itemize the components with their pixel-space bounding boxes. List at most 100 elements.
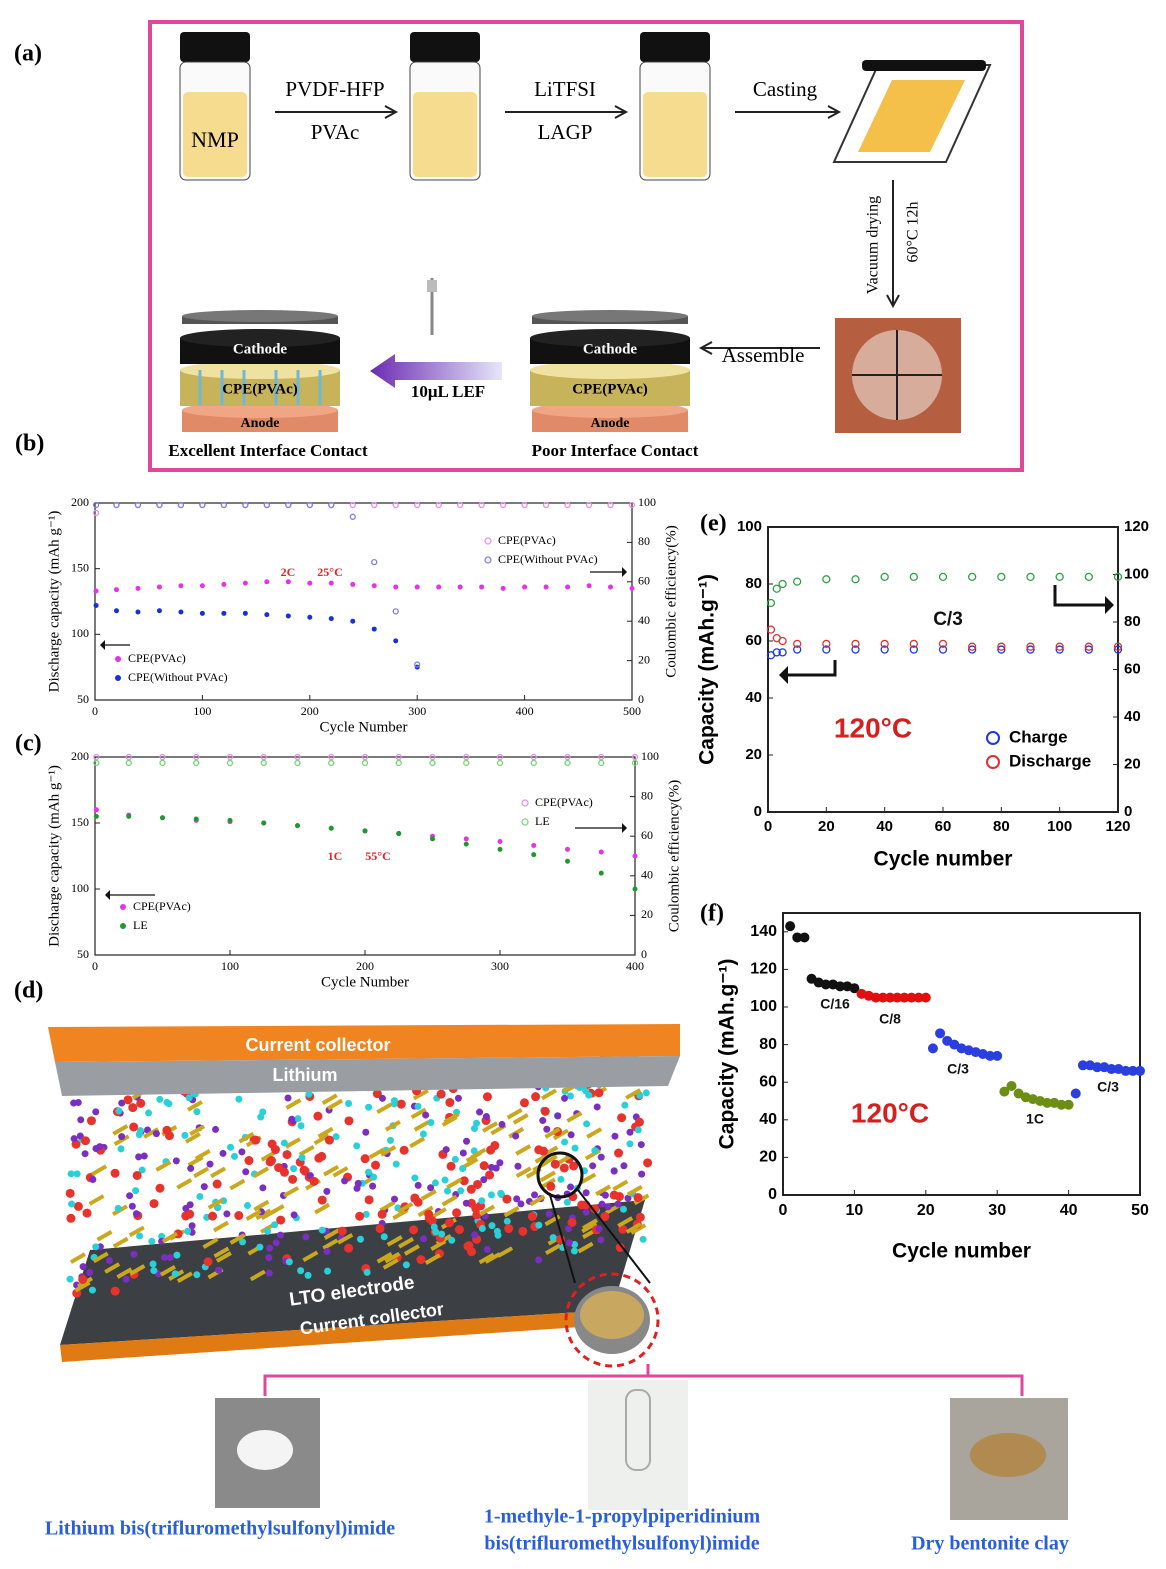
ion (633, 1193, 643, 1203)
point (772, 648, 781, 657)
ion (566, 1092, 574, 1100)
point (126, 813, 132, 819)
ion (402, 1261, 410, 1269)
point (909, 572, 918, 582)
clay-sheet (116, 1267, 133, 1279)
point (193, 816, 199, 822)
ion (471, 1231, 479, 1239)
ion (110, 1168, 120, 1178)
ion (487, 1191, 495, 1199)
point (328, 825, 334, 831)
ion (624, 1194, 632, 1202)
clay-sheet (260, 1208, 277, 1220)
x-tick-label: 10 (846, 1202, 864, 1219)
layer-label: Anode (591, 416, 630, 431)
ion (545, 1210, 553, 1218)
ion (642, 1089, 650, 1097)
ion (369, 1182, 377, 1190)
point (436, 584, 442, 590)
ion (212, 1125, 220, 1133)
ion (446, 1161, 456, 1171)
point (899, 992, 910, 1003)
annotation: 2C (281, 565, 296, 579)
ion (166, 1253, 174, 1261)
point (496, 759, 504, 767)
point (199, 501, 206, 509)
ion (242, 1168, 250, 1176)
ion (494, 1231, 502, 1239)
y-tick-label: 60 (759, 1073, 777, 1090)
ion (118, 1099, 126, 1107)
clay-sheet (544, 1243, 561, 1255)
chart: (b) 0 100 200 300 400 500 50 100 150 200 0 20 40 60 80 1… (15, 431, 679, 736)
point (463, 753, 470, 761)
panel-label: (f) (700, 901, 724, 927)
point (968, 645, 977, 654)
ion (643, 1158, 653, 1168)
panel-label: (d) (14, 978, 43, 1004)
ion (86, 1116, 96, 1126)
x-tick-label: 80 (993, 818, 1010, 835)
clay-sheet (74, 1280, 91, 1293)
clay-sheet (586, 1127, 603, 1139)
ion (65, 1188, 75, 1198)
ion (370, 1173, 378, 1181)
ion (148, 1237, 156, 1245)
point (632, 886, 638, 892)
point (294, 753, 301, 761)
ion (185, 1094, 193, 1102)
ion (208, 1211, 218, 1221)
ion (583, 1120, 591, 1128)
y2-tick-label: 60 (641, 828, 653, 842)
pipette (370, 278, 502, 388)
point (906, 992, 917, 1003)
y2-tick-label: 80 (638, 534, 650, 548)
clay-sheet (515, 1166, 532, 1178)
ion (79, 1263, 87, 1271)
y2-tick-label: 120 (1124, 518, 1149, 535)
ion (463, 1137, 471, 1145)
component-label: bis(trifluromethylsulfonyl)imide (484, 1533, 759, 1555)
ion (323, 1187, 331, 1195)
y2-tick-label: 20 (1124, 755, 1141, 772)
ion (561, 1094, 569, 1102)
axis-pointer-head (622, 823, 627, 833)
ion (66, 1213, 76, 1223)
ion (609, 1190, 619, 1200)
ion (282, 1150, 292, 1160)
ion (559, 1163, 569, 1173)
clay-sheet (398, 1237, 415, 1249)
annotation: C/16 (820, 996, 850, 1012)
x-tick-label: 100 (193, 704, 211, 718)
ion (590, 1204, 600, 1214)
ion (614, 1148, 624, 1158)
point (629, 585, 635, 591)
ion (267, 1139, 277, 1149)
point (221, 610, 227, 616)
point (156, 608, 162, 614)
legend-marker (120, 904, 126, 910)
y-tick-label: 0 (754, 803, 762, 820)
ion (540, 1106, 550, 1116)
chart: (f) 0 10 20 30 40 50 0 20 40 60 80 100 120 140 Cycle nu… (700, 901, 1149, 1263)
legend-label: Charge (1009, 727, 1068, 746)
ion (480, 1176, 488, 1184)
clay-sheet (392, 1208, 409, 1220)
ion (563, 1198, 571, 1206)
point (294, 759, 301, 767)
chart: (e)0 20 40 60 80 100 1200204060801000204060801… (696, 511, 1149, 871)
layer-label: Current collector (245, 1035, 390, 1055)
ion (272, 1239, 280, 1247)
point (221, 581, 227, 587)
ion (264, 1227, 272, 1235)
ion (479, 1161, 489, 1171)
ion (132, 1170, 142, 1180)
ion (618, 1224, 628, 1234)
clay-sheet (128, 1225, 145, 1238)
point (913, 992, 924, 1003)
clay-sheet (186, 1100, 203, 1112)
clay-sheet (176, 1178, 193, 1190)
ion (619, 1205, 627, 1213)
point (920, 992, 931, 1003)
ion (413, 1197, 423, 1207)
